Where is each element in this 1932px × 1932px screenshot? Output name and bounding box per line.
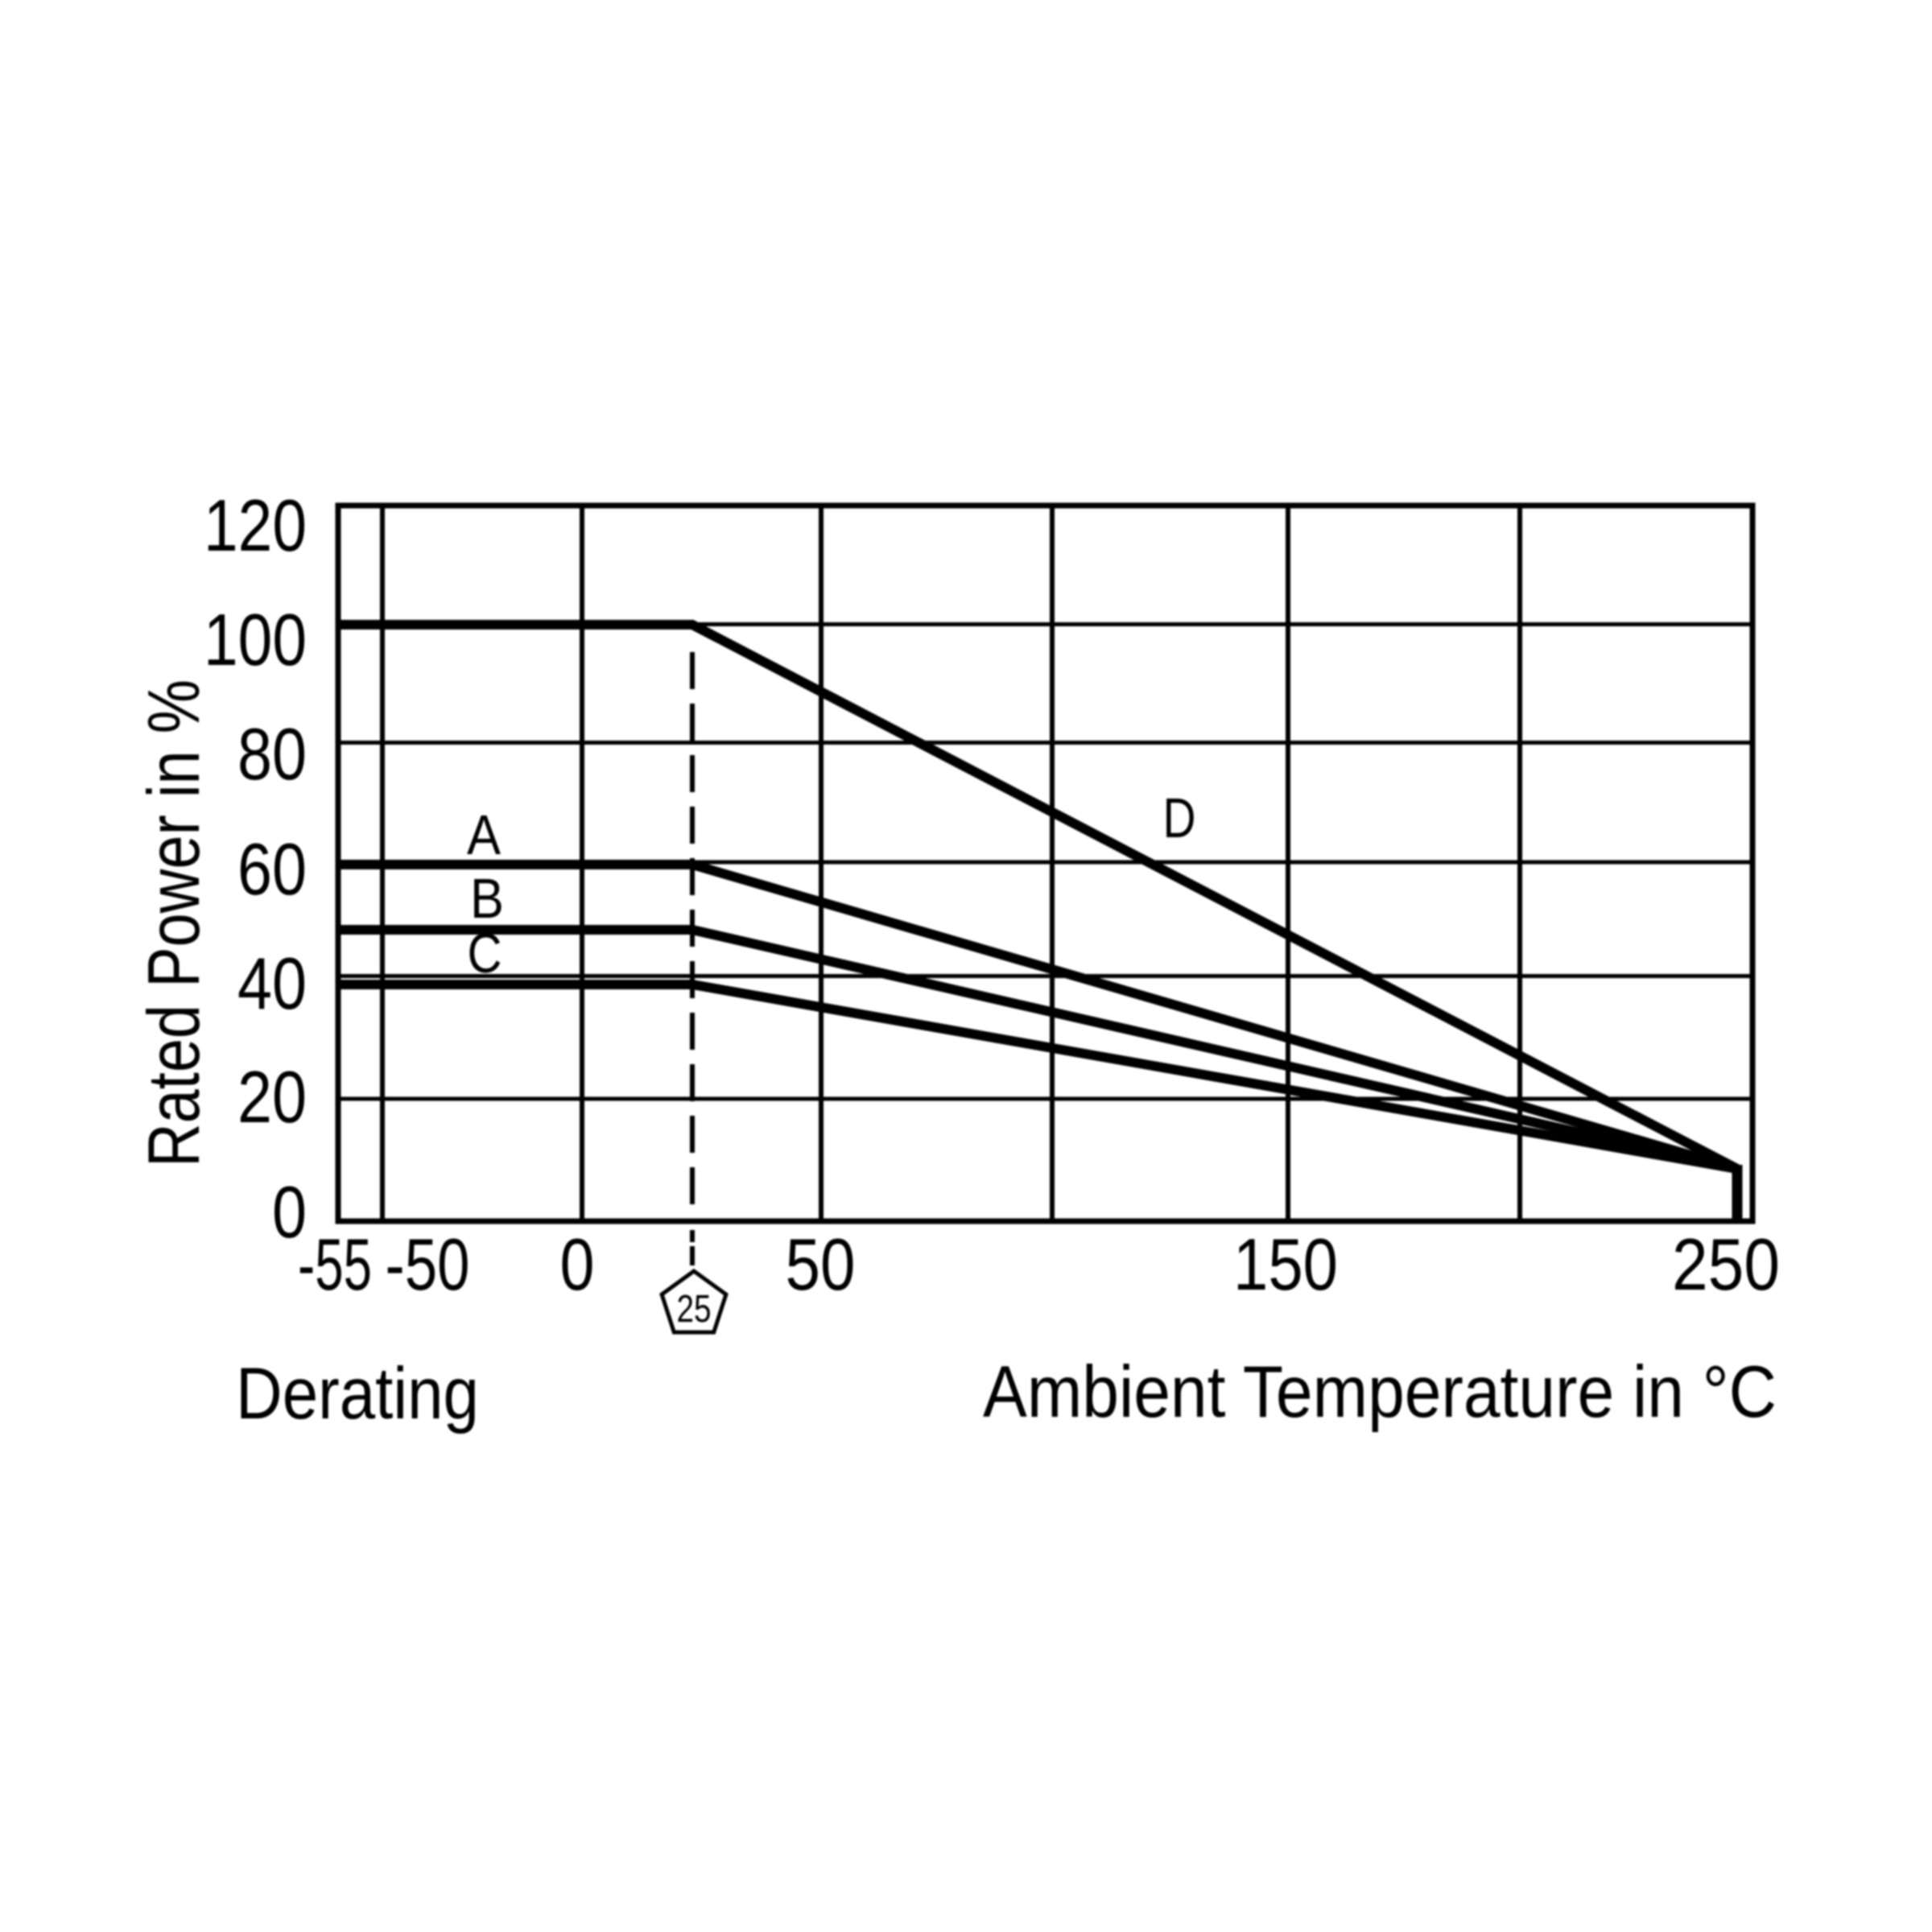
svg-text:A: A — [467, 803, 501, 866]
svg-text:120: 120 — [204, 485, 307, 567]
svg-text:250: 250 — [1672, 1224, 1780, 1306]
svg-text:80: 80 — [237, 714, 307, 795]
svg-text:150: 150 — [1233, 1224, 1338, 1306]
svg-text:0: 0 — [272, 1172, 307, 1253]
svg-text:25: 25 — [677, 1288, 712, 1331]
svg-text:0: 0 — [560, 1224, 595, 1306]
svg-text:B: B — [470, 867, 504, 930]
svg-text:D: D — [1163, 786, 1196, 849]
svg-text:Rated Power in %: Rated Power in % — [134, 679, 215, 1167]
svg-text:50: 50 — [786, 1224, 856, 1306]
svg-text:C: C — [468, 922, 502, 985]
svg-text:40: 40 — [237, 943, 307, 1025]
svg-text:Ambient Temperature in °C: Ambient Temperature in °C — [983, 1352, 1777, 1433]
svg-text:20: 20 — [237, 1057, 307, 1138]
svg-text:60: 60 — [237, 829, 307, 910]
svg-text:100: 100 — [204, 600, 307, 681]
svg-text:-55: -55 — [298, 1224, 372, 1306]
svg-text:Derating: Derating — [236, 1353, 479, 1435]
svg-text:-50: -50 — [386, 1224, 470, 1306]
